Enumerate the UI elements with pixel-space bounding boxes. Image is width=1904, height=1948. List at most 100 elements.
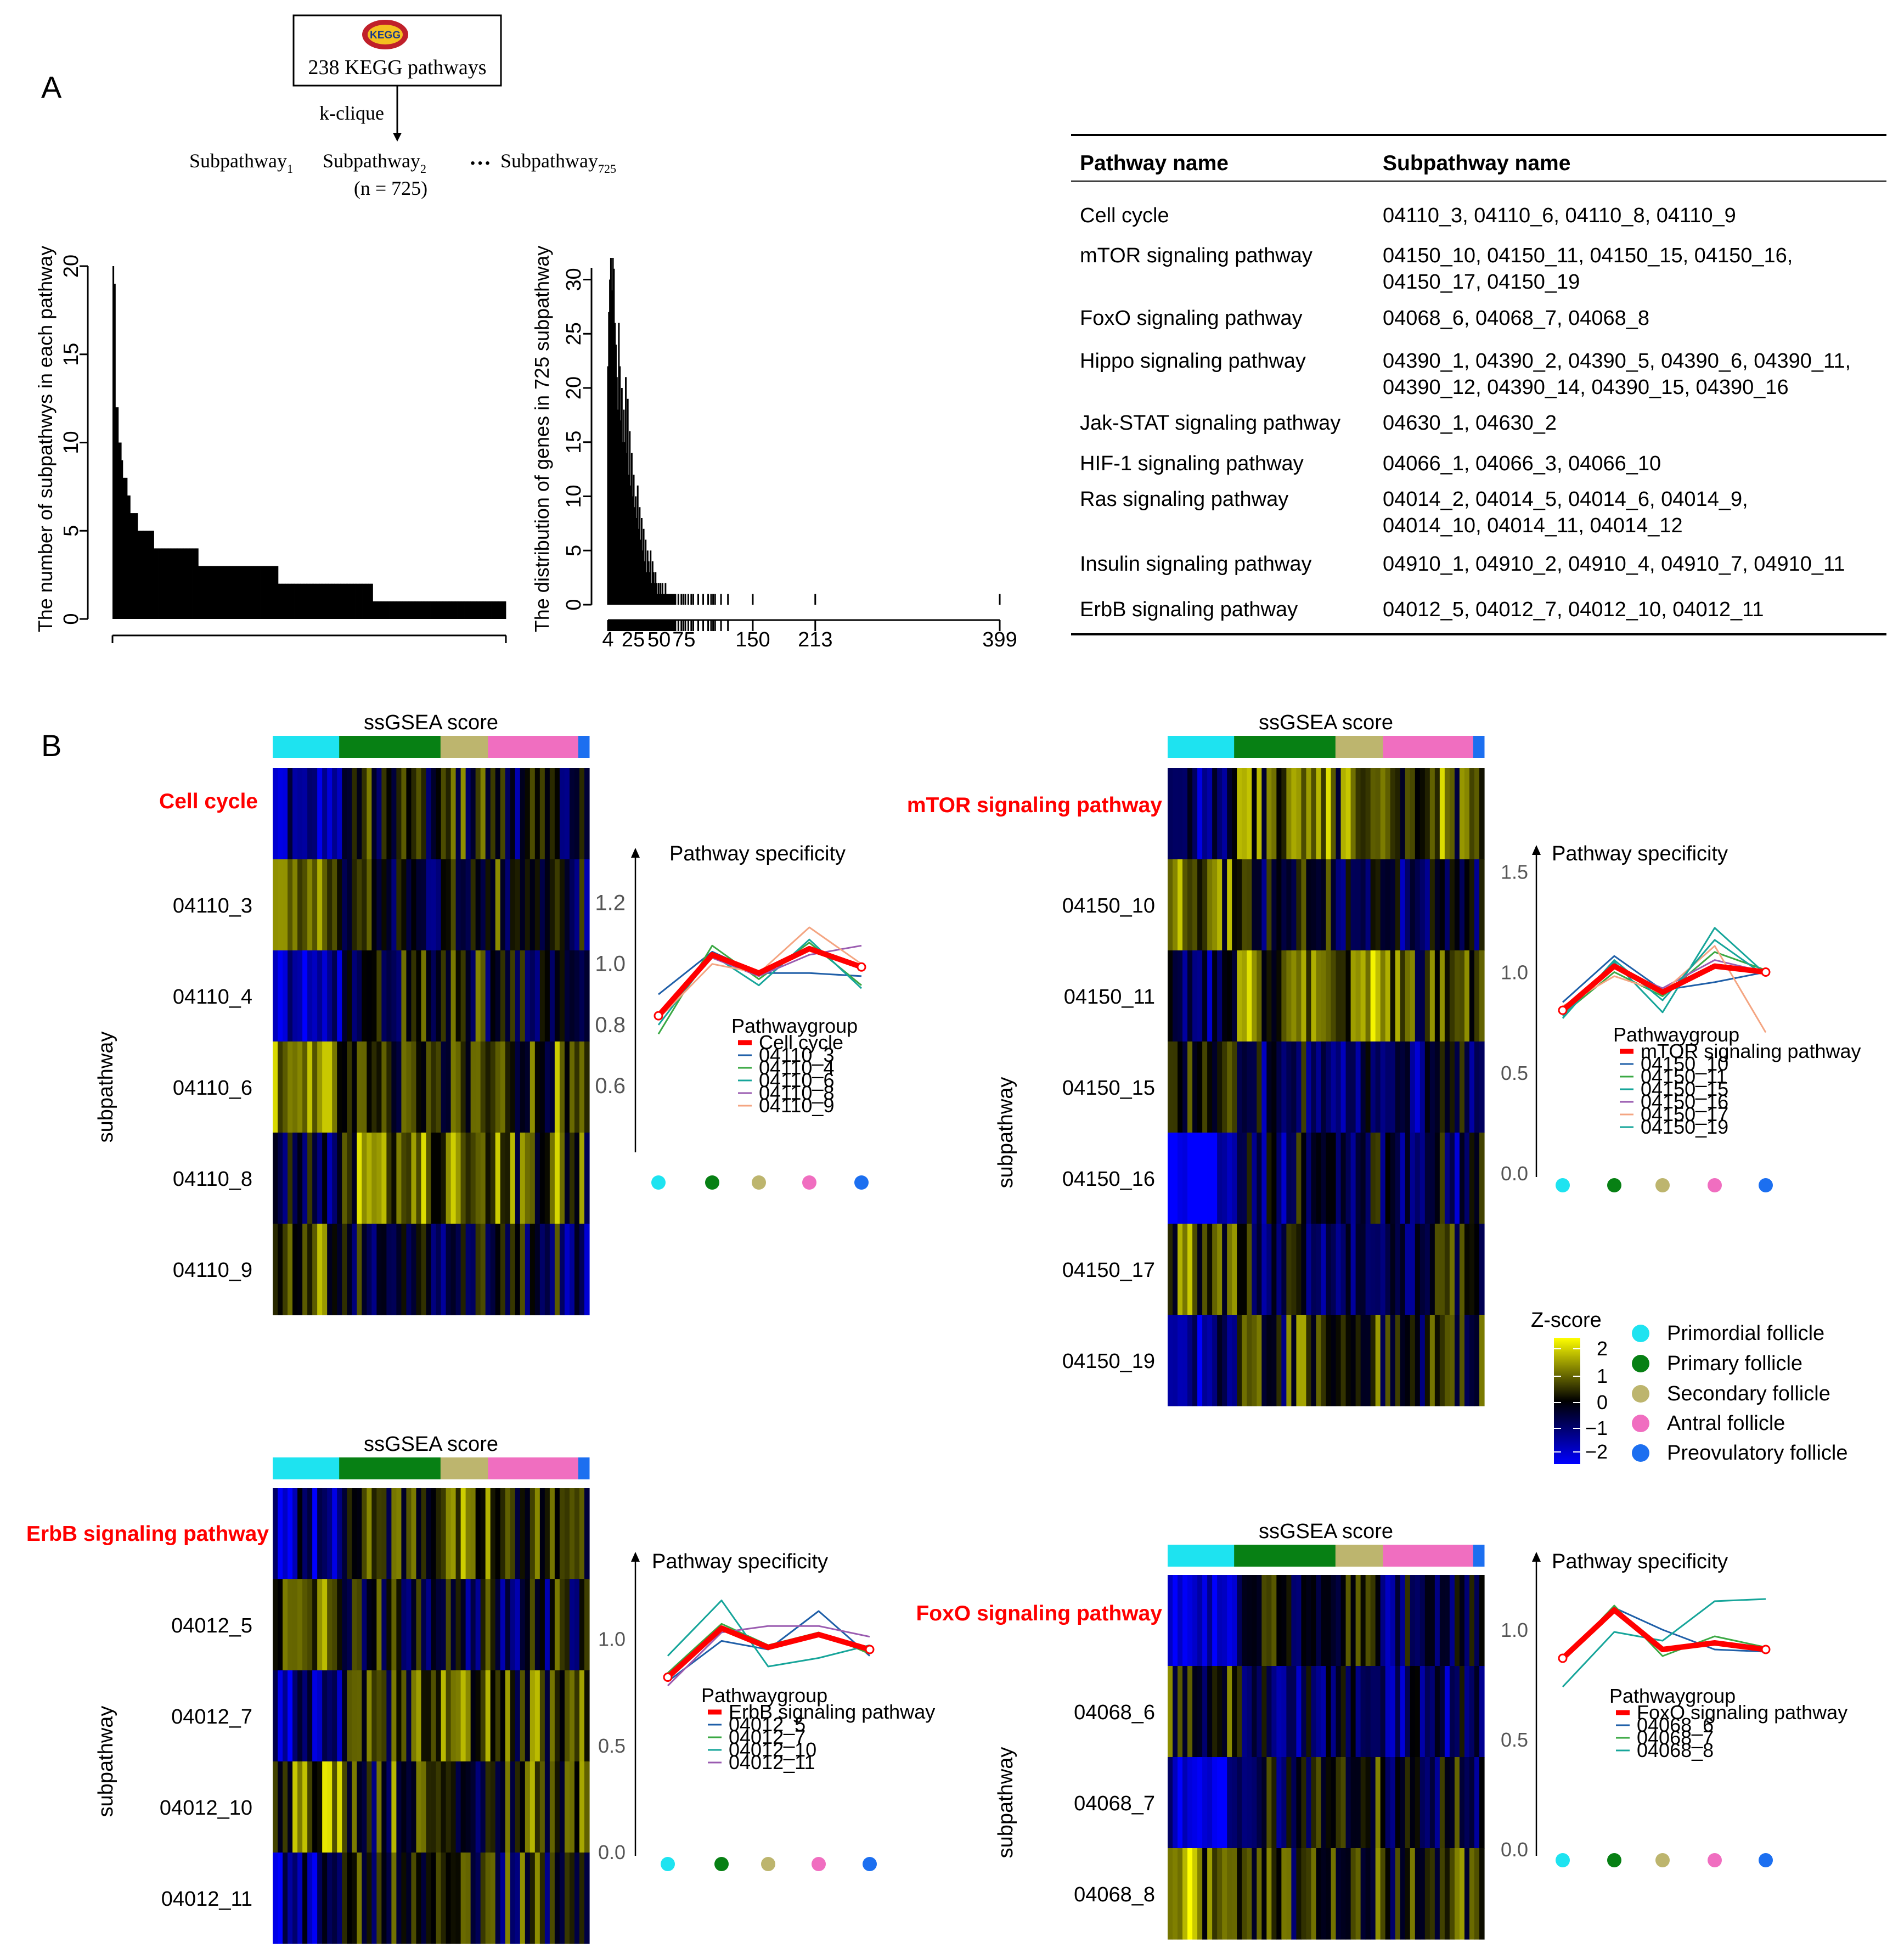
- heatmap-cell: [1257, 1757, 1262, 1849]
- heatmap-cell: [1419, 950, 1426, 1042]
- heatmap-cell: [1464, 1133, 1470, 1224]
- bar: [114, 284, 116, 619]
- bar: [322, 583, 324, 619]
- heatmap-cell: [1331, 1224, 1337, 1315]
- heatmap-cell: [446, 1224, 452, 1315]
- heatmap-cell: [1331, 1848, 1337, 1940]
- heatmap-cell: [1316, 1666, 1322, 1758]
- subpathway-2: Subpathway2: [323, 150, 426, 176]
- heatmap-cell: [1365, 1224, 1371, 1315]
- heatmap-cell: [1232, 768, 1237, 860]
- heatmap-cell: [396, 1853, 402, 1944]
- heatmap-cell: [317, 768, 323, 860]
- heatmap-row-label: 04150_15: [1062, 1077, 1155, 1100]
- heatmap-cell: [376, 1579, 382, 1671]
- bar: [303, 583, 305, 619]
- heatmap-cell: [1479, 1224, 1485, 1315]
- heatmap-cell: [1242, 1848, 1247, 1940]
- heatmap-cell: [1365, 1757, 1371, 1849]
- bar: [331, 583, 334, 619]
- heatmap-cell: [1222, 1133, 1227, 1224]
- heatmap-cell: [1178, 1666, 1183, 1758]
- heatmap-cell: [500, 859, 506, 951]
- heatmap-cell: [1187, 768, 1193, 860]
- heatmap-cell: [1187, 1848, 1193, 1940]
- heatmap-cell: [278, 859, 283, 951]
- heatmap-cell: [436, 1579, 442, 1671]
- heatmap-cell: [1316, 859, 1322, 951]
- bar: [633, 475, 635, 605]
- heatmap-cell: [446, 768, 452, 860]
- heatmap-cell: [1227, 1041, 1232, 1133]
- bar: [495, 601, 498, 619]
- heatmap-cell: [367, 859, 372, 951]
- legend-label: 04068_7: [1637, 1726, 1714, 1749]
- heatmap-cell: [574, 859, 580, 951]
- bar: [426, 601, 428, 619]
- bar: [161, 548, 164, 619]
- heatmap-cell: [1415, 1041, 1421, 1133]
- heatmap-cell: [1197, 1041, 1203, 1133]
- heatmap-cell: [1237, 1315, 1242, 1406]
- heatmap-cell: [1202, 1575, 1208, 1667]
- y-tick-label: 0.5: [1501, 1729, 1528, 1751]
- heatmap-cell: [520, 1041, 526, 1133]
- bar: [619, 366, 621, 605]
- bar: [654, 583, 656, 605]
- heatmap-cell: [1202, 1757, 1208, 1849]
- bar: [647, 561, 650, 605]
- heatmap-cell: [347, 1133, 352, 1224]
- heatmap-cell: [1405, 1315, 1411, 1406]
- bar: [337, 583, 339, 619]
- bar: [359, 583, 362, 619]
- bar: [639, 507, 641, 605]
- heatmap-cell: [1296, 1315, 1302, 1406]
- heatmap-cell: [347, 1488, 352, 1580]
- heatmap-cell: [441, 1133, 447, 1224]
- heatmap-cell: [1424, 950, 1430, 1042]
- group-legend-dot: [1632, 1355, 1649, 1372]
- heatmap-cell: [1424, 1666, 1430, 1758]
- heatmap-cell: [1173, 1848, 1178, 1940]
- heatmap-cell: [288, 1761, 293, 1853]
- heatmap-cell: [1173, 950, 1178, 1042]
- heatmap-cell: [327, 859, 333, 951]
- heatmap-cell: [574, 1133, 580, 1224]
- heatmap-cell: [1449, 768, 1455, 860]
- kegg-flow: KEGG 238 KEGG pathways k-clique Subpathw…: [189, 14, 616, 199]
- heatmap-cell: [1207, 859, 1213, 951]
- heatmap-cell: [367, 1853, 372, 1944]
- y-tick-label: 1.0: [1501, 961, 1528, 984]
- heatmap-cell: [1252, 1757, 1257, 1849]
- heatmap-cell: [381, 1579, 387, 1671]
- heatmap-cell: [1187, 859, 1193, 951]
- heatmap-cell: [317, 1041, 323, 1133]
- heatmap-cell: [510, 1041, 516, 1133]
- heatmap-cell: [1454, 1575, 1460, 1667]
- heatmap-cell: [1336, 859, 1342, 951]
- heatmap-cell: [1464, 768, 1470, 860]
- bar: [133, 513, 135, 619]
- heatmap-cell: [406, 859, 412, 951]
- bar: [680, 594, 683, 605]
- heatmap-cell: [1444, 1757, 1450, 1849]
- heatmap-cell: [1326, 1041, 1332, 1133]
- heatmap-cell: [391, 950, 397, 1042]
- bar: [305, 583, 307, 619]
- heatmap-cell: [1311, 859, 1317, 951]
- heatmap-cell: [342, 1853, 347, 1944]
- heatmap-cell: [1266, 859, 1272, 951]
- heatmap-cell: [500, 1041, 506, 1133]
- heatmap-cell: [510, 950, 516, 1042]
- heatmap-cell: [1197, 1224, 1203, 1315]
- heatmap-cell: [1360, 950, 1366, 1042]
- heatmap-cell: [367, 1488, 372, 1580]
- heatmap-cell: [411, 1853, 417, 1944]
- heatmap-cell: [307, 1224, 313, 1315]
- bar: [311, 583, 313, 619]
- bar: [264, 566, 267, 619]
- heatmap-cell: [357, 768, 362, 860]
- heatmap-cell: [1316, 1575, 1322, 1667]
- heatmap-cell: [529, 1133, 536, 1224]
- bar: [189, 548, 191, 619]
